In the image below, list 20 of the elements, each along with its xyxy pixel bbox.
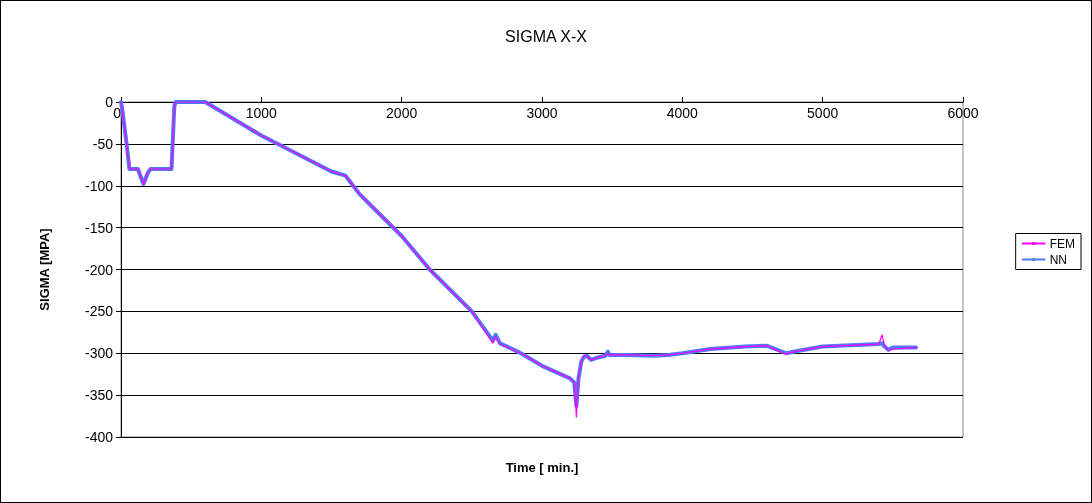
y-tick-label: -100 (84, 177, 114, 194)
y-tick-label: -400 (84, 429, 114, 445)
y-tick-label: -250 (84, 303, 114, 320)
x-tick-label: 3000 (526, 105, 558, 121)
x-tick-label: 4000 (666, 105, 699, 121)
y-axis-title: SIGMA [MPA] (37, 228, 52, 311)
x-tick-label: 5000 (807, 105, 839, 121)
x-tick-label: 6000 (947, 105, 979, 121)
x-axis-title: Time [ min.] (505, 460, 579, 475)
y-tick-label: -200 (84, 261, 114, 278)
legend-label: FEM (1049, 236, 1076, 251)
y-tick-label: -350 (84, 387, 114, 404)
y-tick-label: -50 (92, 135, 114, 152)
x-tick-label: 1000 (245, 105, 278, 121)
chart-title: SIGMA X-X (505, 27, 588, 45)
y-tick-label: -300 (84, 345, 114, 362)
y-tick-label: 0 (105, 94, 114, 110)
y-tick-label: -150 (84, 219, 114, 236)
x-tick-label: 2000 (386, 105, 418, 121)
legend-label: NN (1049, 252, 1068, 267)
